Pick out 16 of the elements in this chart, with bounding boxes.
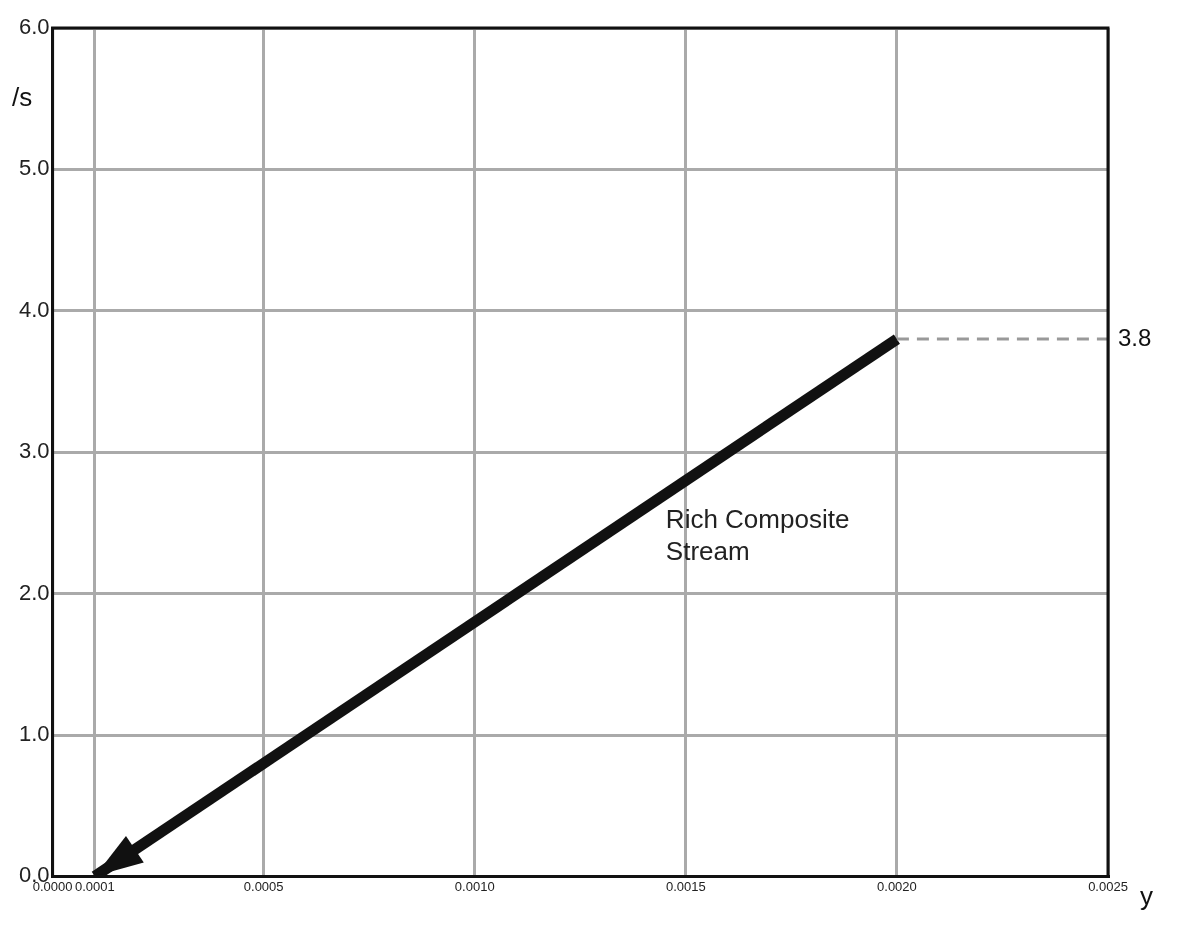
y-tick-label: 6.0 xyxy=(18,14,50,40)
x-tick-label: 0.0015 xyxy=(665,878,706,894)
series-label: Rich Composite Stream xyxy=(665,503,850,566)
ref-line-label: 3.8 xyxy=(1118,323,1152,351)
y-tick-label: 3.0 xyxy=(18,438,50,464)
y-tick-label: 5.0 xyxy=(18,155,50,181)
x-tick-label: 0.0001 xyxy=(74,878,115,894)
y-tick-label: 2.0 xyxy=(18,579,50,605)
x-tick-label: 0.0005 xyxy=(243,878,284,894)
y-tick-label: 4.0 xyxy=(18,296,50,322)
y-axis-title: /s xyxy=(12,81,33,112)
x-tick-label: 0.0010 xyxy=(454,878,495,894)
x-tick-label: 0.0025 xyxy=(1088,878,1128,894)
x-axis-title: y xyxy=(1140,880,1153,911)
x-tick-label: 0.0020 xyxy=(877,878,917,894)
y-tick-label: 1.0 xyxy=(18,721,50,747)
